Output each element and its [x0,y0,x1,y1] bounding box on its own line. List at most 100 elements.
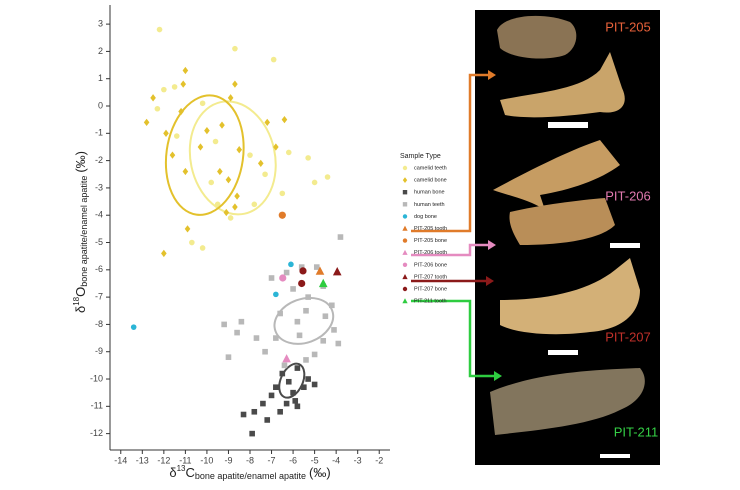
y-tick-label: -8 [95,319,103,329]
data-point [173,133,180,139]
data-point [305,155,311,161]
data-point [238,318,245,325]
legend-marker [402,177,408,183]
x-tick-label: -8 [246,455,254,465]
legend-marker [402,202,408,207]
x-label-sub: bone apatite/enamel apatite [195,471,306,481]
data-point [214,201,221,208]
y-tick-label: -10 [90,373,103,383]
legend-label: camelid bone [414,178,447,184]
data-point [184,225,191,233]
data-point [311,179,318,186]
data-point [299,267,307,275]
data-point [236,146,243,154]
data-point [292,398,299,404]
data-point [262,171,268,178]
data-point [204,126,210,135]
x-tick-label: -11 [179,455,191,465]
data-point [301,384,307,391]
x-tick-label: -12 [157,455,170,465]
x-tick-label: -7 [268,455,276,465]
legend-marker [402,214,408,219]
data-point [296,332,303,339]
data-point [227,94,234,102]
data-point [264,417,271,423]
legend-label: human teeth [414,202,445,208]
data-point [313,264,320,270]
confidence-ellipse [164,94,245,216]
data-point [285,149,292,156]
y-label-sub: bone apatite/enamel apatite [79,176,89,287]
data-point [130,324,137,330]
data-point [273,384,279,391]
data-point [277,310,283,317]
confidence-ellipse [273,296,335,345]
data-point [320,337,327,344]
x-tick-label: -2 [375,455,383,465]
data-point [294,403,301,410]
data-point [199,245,206,251]
y-tick-label: -2 [95,155,103,165]
x-tick-label: -14 [114,455,127,465]
legend-marker [402,225,408,231]
data-point [273,143,279,151]
data-point [161,86,167,93]
data-point [311,381,318,388]
legend-label: dog bone [414,214,437,220]
data-point [251,201,258,208]
x-tick-label: -10 [200,455,213,465]
y-tick-label: -6 [95,264,103,274]
data-point [331,327,337,333]
x-label-element: C [186,465,195,480]
x-label-sup: 13 [177,464,186,473]
legend-marker [402,190,408,195]
y-tick-label: 1 [98,73,103,83]
data-point [294,365,301,371]
data-point [251,408,258,415]
specimen-label: PIT-211 [614,424,659,439]
data-point [143,118,150,127]
data-point [273,291,279,298]
legend-label: PIT-206 bone [414,262,447,268]
data-point [182,167,189,176]
data-point [260,400,266,407]
data-point [262,348,268,355]
legend-marker [402,262,408,267]
data-point [150,94,156,102]
data-point [232,203,238,211]
data-point [171,84,178,90]
data-point [225,176,232,184]
legend-label: human bone [414,190,445,196]
data-point [161,249,167,258]
data-point [290,389,296,396]
data-point [298,279,306,288]
data-point [257,159,264,167]
data-point [234,192,240,200]
data-point [163,129,169,137]
data-point [154,105,161,112]
data-point [197,143,204,151]
y-label-unit: (‰) [73,151,88,173]
data-point [303,357,309,363]
data-point [217,167,223,176]
data-point [283,269,290,276]
legend-marker [402,286,408,292]
data-point [337,234,344,240]
data-point [282,354,291,363]
x-axis-label: δ13Cbone apatite/enamel apatite (‰) [169,464,330,481]
legend-marker [402,238,408,243]
legend-marker [402,249,408,255]
data-point [285,378,292,385]
data-point [322,313,329,320]
data-point [208,179,215,186]
x-tick-label: -13 [136,455,149,465]
y-tick-label: -7 [95,291,103,301]
specimen-label: PIT-206 [605,188,651,203]
x-label-unit: (‰) [309,465,331,480]
y-tick-label: -5 [95,237,103,247]
legend-label: PIT-205 tooth [414,226,447,232]
data-point [277,408,283,415]
x-tick-label: -4 [332,455,340,465]
specimen-photos [490,15,645,458]
data-point [268,275,275,281]
